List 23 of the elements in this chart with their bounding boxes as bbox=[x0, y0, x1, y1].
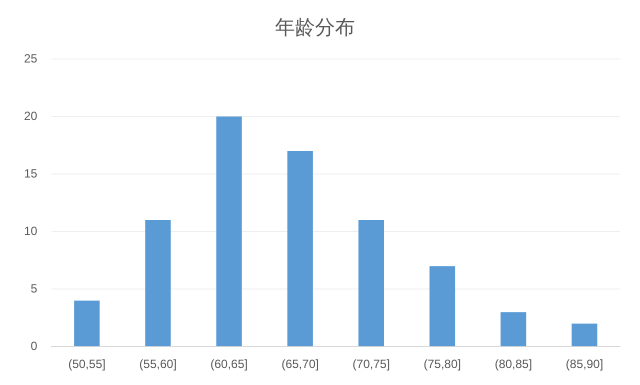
x-tick-label: (65,70] bbox=[281, 357, 319, 372]
bar bbox=[145, 220, 171, 346]
chart-title: 年龄分布 bbox=[275, 15, 355, 40]
x-tick-label: (55,60] bbox=[139, 357, 177, 372]
x-tick-label: (75,80] bbox=[424, 357, 461, 372]
x-tick-label: (80,85] bbox=[494, 357, 532, 372]
y-tick-label: 20 bbox=[24, 108, 38, 123]
y-tick-label: 0 bbox=[30, 338, 38, 353]
y-tick-label: 15 bbox=[24, 166, 38, 180]
x-tick-label: (85,90] bbox=[566, 357, 604, 372]
bar bbox=[572, 324, 598, 346]
bar bbox=[500, 312, 526, 346]
y-tick-label: 5 bbox=[30, 281, 38, 296]
bar bbox=[430, 266, 456, 346]
x-tick-label: (70,75] bbox=[352, 357, 390, 372]
bar bbox=[358, 220, 384, 346]
y-tick-label: 10 bbox=[24, 224, 38, 238]
y-tick-label: 25 bbox=[24, 51, 38, 66]
x-tick-label: (60,65] bbox=[210, 357, 248, 372]
bar bbox=[74, 300, 100, 346]
bar bbox=[287, 151, 313, 346]
x-tick-label: (50,55] bbox=[68, 357, 106, 372]
bar bbox=[216, 116, 242, 346]
